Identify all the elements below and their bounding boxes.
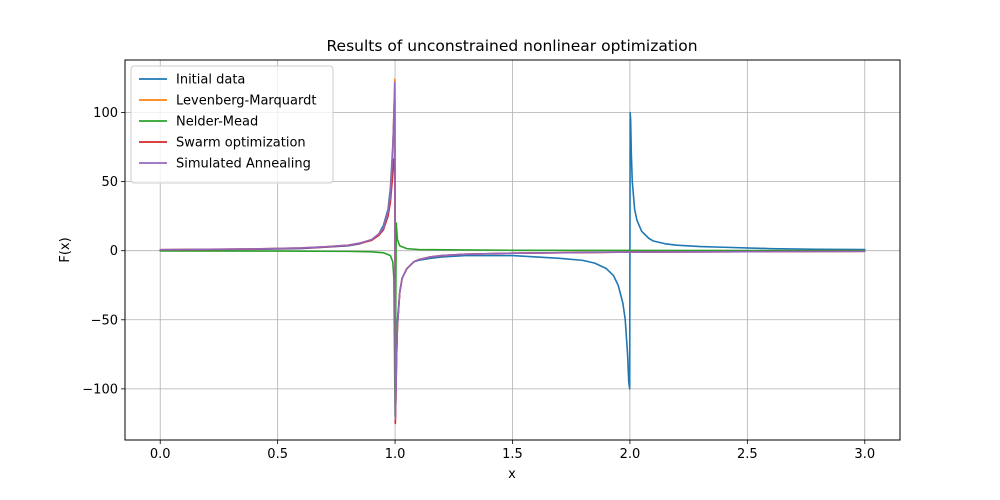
x-tick-label: 0.0 bbox=[150, 447, 171, 462]
legend: Initial data Levenberg-Marquardt Nelder-Me… bbox=[130, 65, 334, 184]
y-tick-label: 50 bbox=[101, 175, 118, 190]
x-tick-label: 1.5 bbox=[502, 447, 523, 462]
series-line-simulated-annealing bbox=[159, 81, 866, 421]
legend-label: Nelder-Mead bbox=[176, 115, 258, 130]
legend-box bbox=[130, 65, 334, 184]
legend-label: Simulated Annealing bbox=[176, 157, 311, 172]
y-axis-label: F(x) bbox=[58, 237, 73, 262]
legend-label: Initial data bbox=[176, 73, 245, 88]
y-tick-label: 100 bbox=[93, 106, 118, 121]
y-tick-label: 0 bbox=[110, 244, 118, 259]
x-tick-label: 2.0 bbox=[620, 447, 641, 462]
legend-label: Levenberg-Marquardt bbox=[176, 94, 316, 109]
y-tick-label: −100 bbox=[82, 382, 118, 397]
series-layer bbox=[159, 78, 866, 425]
x-tick-label: 3.0 bbox=[854, 447, 875, 462]
y-tick-label: −50 bbox=[91, 313, 118, 328]
x-tick-label: 1.0 bbox=[385, 447, 406, 462]
legend-label: Swarm optimization bbox=[176, 136, 306, 151]
x-tick-label: 2.5 bbox=[737, 447, 758, 462]
ticks: 0.0 0.5 1.0 1.5 2.0 2.5 3.0 −100 −50 0 50 100 bbox=[82, 106, 875, 462]
x-axis-label: x bbox=[508, 467, 516, 482]
chart-title: Results of unconstrained nonlinear optim… bbox=[326, 37, 697, 55]
x-tick-label: 0.5 bbox=[267, 447, 288, 462]
